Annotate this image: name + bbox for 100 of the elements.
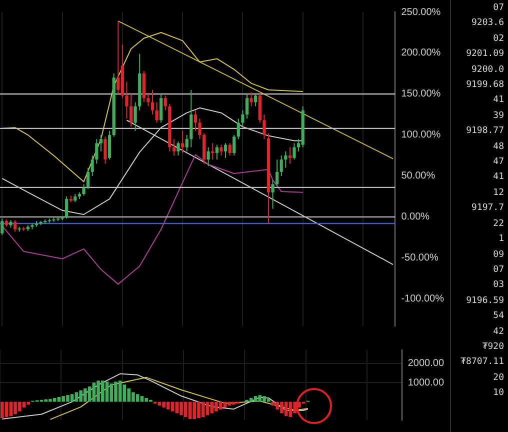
candlestick bbox=[0, 218, 4, 236]
bar bbox=[0, 402, 4, 418]
candlestick bbox=[164, 95, 167, 111]
candlestick bbox=[224, 142, 228, 158]
y-tick-label: 0.00% bbox=[401, 212, 430, 223]
candlestick bbox=[185, 134, 188, 152]
candlestick bbox=[194, 110, 197, 132]
text: 12 bbox=[493, 186, 504, 200]
candlestick bbox=[276, 159, 279, 186]
candlestick bbox=[86, 167, 90, 190]
bar bbox=[188, 402, 192, 420]
bar bbox=[192, 402, 196, 420]
bar bbox=[92, 382, 96, 402]
candlestick bbox=[271, 180, 274, 210]
text: 20 bbox=[493, 372, 504, 385]
text: 42 bbox=[493, 326, 504, 339]
text: ₮8707.11 bbox=[460, 356, 504, 370]
candlestick bbox=[125, 81, 128, 120]
candlestick bbox=[108, 130, 112, 160]
bar bbox=[136, 394, 140, 402]
candlestick bbox=[211, 142, 214, 160]
candlestick bbox=[95, 138, 98, 164]
text: 22 bbox=[493, 218, 504, 231]
candlestick bbox=[232, 134, 236, 156]
candlestick bbox=[172, 138, 176, 156]
y-tick-label: 100.00% bbox=[401, 130, 441, 141]
text: 47 bbox=[493, 156, 504, 170]
bar bbox=[276, 402, 280, 410]
bar bbox=[258, 395, 262, 402]
y-tick-label: 2000.00 bbox=[408, 358, 444, 370]
text: 10 bbox=[493, 387, 504, 400]
candlestick bbox=[236, 118, 240, 140]
text: 41 bbox=[493, 94, 504, 108]
candlestick bbox=[250, 92, 253, 107]
candlestick bbox=[288, 146, 292, 164]
text: 41 bbox=[493, 171, 504, 184]
candlestick bbox=[129, 93, 133, 128]
candlestick bbox=[155, 102, 158, 124]
y-tick-label: -100.00% bbox=[401, 294, 444, 305]
candlestick bbox=[82, 184, 86, 196]
bar bbox=[170, 402, 174, 412]
text: 03 bbox=[493, 279, 504, 292]
bar bbox=[201, 402, 205, 418]
candlestick bbox=[90, 154, 94, 176]
y-tick-label: 150.00% bbox=[401, 88, 441, 100]
candlestick bbox=[134, 102, 137, 132]
candlestick bbox=[181, 130, 184, 154]
candlestick bbox=[99, 134, 102, 152]
text: 9196.59 bbox=[466, 294, 504, 308]
candlestick bbox=[220, 144, 223, 156]
text: 09 bbox=[493, 248, 504, 262]
bar bbox=[52, 398, 56, 402]
text: 1 bbox=[498, 233, 504, 246]
text: ₮920 bbox=[482, 340, 504, 354]
candlestick bbox=[160, 93, 163, 124]
text: 9197.7 bbox=[471, 202, 504, 216]
candlestick bbox=[245, 93, 249, 120]
bar bbox=[74, 392, 78, 402]
candlestick bbox=[176, 141, 180, 156]
text: 9203.6 bbox=[471, 17, 504, 30]
bar bbox=[105, 382, 109, 402]
bar bbox=[70, 394, 74, 402]
text: 9201.09 bbox=[466, 48, 504, 62]
bar bbox=[57, 396, 61, 402]
candlestick bbox=[104, 136, 107, 164]
text: 48 bbox=[493, 140, 504, 154]
candlestick bbox=[280, 154, 283, 176]
bar bbox=[122, 384, 126, 402]
candlestick bbox=[198, 118, 202, 140]
text: 39 bbox=[493, 110, 504, 123]
candlestick bbox=[292, 142, 296, 160]
bar bbox=[110, 384, 114, 402]
bar bbox=[118, 380, 122, 402]
y-tick-label: -50.00% bbox=[401, 252, 439, 264]
bar bbox=[88, 386, 92, 402]
candlestick bbox=[241, 110, 244, 128]
candlestick bbox=[206, 146, 210, 167]
text: 07 bbox=[493, 2, 504, 15]
candlestick bbox=[284, 150, 288, 168]
candlestick bbox=[146, 93, 150, 107]
text: 9200.0 bbox=[471, 64, 504, 77]
text: 9199.68 bbox=[466, 79, 504, 92]
bar bbox=[175, 402, 179, 414]
candlestick bbox=[254, 93, 258, 107]
text: 07 bbox=[493, 264, 504, 277]
candlestick bbox=[228, 142, 232, 156]
y-tick-label: 1000.00 bbox=[408, 377, 444, 388]
candlestick bbox=[13, 220, 17, 232]
y-tick-label: 50.00% bbox=[401, 170, 436, 182]
y-tick-label: 250.00% bbox=[401, 6, 441, 18]
y-tick-label: 200.00% bbox=[401, 48, 441, 59]
bar bbox=[140, 396, 144, 402]
candlestick bbox=[65, 196, 68, 220]
bar bbox=[288, 402, 292, 418]
candlestick bbox=[215, 144, 218, 160]
candlestick bbox=[116, 20, 120, 94]
text: 54 bbox=[493, 310, 504, 324]
text: 02 bbox=[493, 32, 504, 46]
bar bbox=[254, 396, 258, 402]
text: 9198.77 bbox=[466, 125, 504, 138]
